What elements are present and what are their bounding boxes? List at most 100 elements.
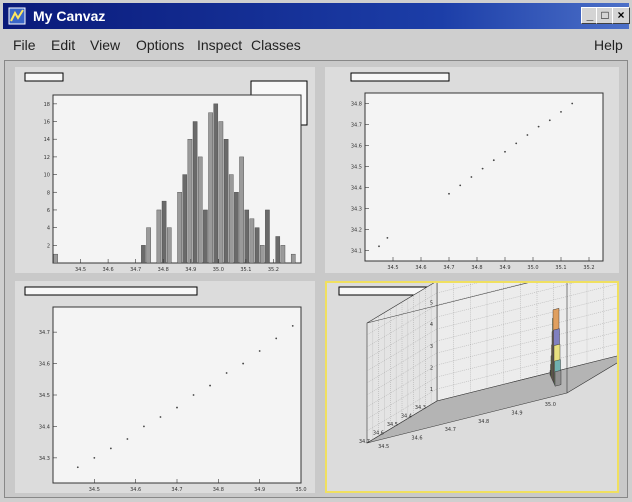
grid-line bbox=[436, 343, 617, 390]
histogram-bar bbox=[223, 139, 229, 264]
histogram-bar bbox=[197, 156, 203, 264]
x-tick-label: 35.2 bbox=[583, 265, 594, 271]
grid-line bbox=[436, 283, 526, 306]
pad-scatter-2[interactable]: 34.3 34.4 34.5 34.6 34.7 34.5 34.6 34.7 34.8 34.9… bbox=[15, 281, 315, 493]
menu-classes[interactable]: Classes bbox=[251, 37, 301, 53]
x-tick-label: 34.7 bbox=[445, 427, 456, 433]
y-tick-label: 10 bbox=[44, 173, 50, 179]
y-tick-label: 34.7 bbox=[351, 123, 362, 129]
title-bar[interactable]: My Canvaz _ □ × bbox=[3, 3, 630, 29]
canvas-area[interactable]: 2 4 6 8 10 12 14 16 18 34.5 34.6 34.7 34.8 34.9 35.0 35… bbox=[4, 60, 628, 498]
x-tick-label: 34.5 bbox=[378, 444, 389, 450]
x-tick-label: 34.6 bbox=[130, 487, 141, 493]
grid-line bbox=[366, 340, 438, 384]
pad-histogram[interactable]: 2 4 6 8 10 12 14 16 18 34.5 34.6 34.7 34.8 34.9 35.0 35… bbox=[15, 67, 315, 273]
app-icon bbox=[8, 7, 26, 25]
menu-options[interactable]: Options bbox=[136, 37, 185, 53]
chart-marks: 5432134.734.634.534.434.334.534.634.734.… bbox=[359, 283, 617, 450]
scatter-point bbox=[459, 184, 462, 187]
scatter-point bbox=[225, 372, 228, 374]
x-tick-label: 34.6 bbox=[103, 267, 114, 273]
pad-lego-3d[interactable]: 5 4 3 2 1 34.7 34.6 34.5 34.4 34.3 34.5 34.6 34.7 34.… bbox=[325, 281, 619, 493]
pad-scatter-1[interactable]: 34.1 34.2 34.3 34.4 34.5 34.6 34.7 34.8 34.5 34.6… bbox=[325, 67, 619, 273]
box-edge bbox=[366, 283, 529, 324]
depth-tick-label: 34.7 bbox=[359, 439, 370, 445]
y-tick-label: 34.3 bbox=[351, 207, 362, 213]
z-tick-label: 3 bbox=[430, 344, 433, 350]
window-title: My Canvaz bbox=[33, 8, 106, 24]
grid-line bbox=[436, 295, 617, 342]
y-tick-label: 34.4 bbox=[39, 424, 50, 430]
x-tick-label: 34.9 bbox=[511, 411, 522, 417]
scatter-point bbox=[548, 119, 551, 122]
histogram-bar bbox=[187, 139, 193, 264]
plot-frame bbox=[52, 94, 302, 264]
histogram-bar bbox=[239, 156, 244, 264]
grid-line bbox=[436, 307, 617, 354]
x-tick-label: 34.9 bbox=[254, 487, 265, 493]
y-tick-label: 12 bbox=[44, 155, 50, 161]
histogram-bar bbox=[213, 103, 219, 264]
grid-line bbox=[436, 319, 617, 366]
scatter-chart: 34.1 34.2 34.3 34.4 34.5 34.6 34.7 34.8 34.5 34.6… bbox=[350, 72, 604, 272]
chart-marks: 34.1 34.2 34.3 34.4 34.5 34.6 34.7 34.8 34.5 34.6… bbox=[351, 102, 595, 272]
z-tick-label: 1 bbox=[430, 387, 433, 393]
grid-line bbox=[366, 352, 438, 396]
y-tick-label: 34.8 bbox=[351, 102, 362, 108]
scatter-point bbox=[537, 125, 540, 128]
histogram-bar bbox=[182, 174, 188, 264]
histogram-bar bbox=[166, 227, 172, 264]
y-tick-label: 18 bbox=[44, 102, 50, 108]
scatter-point bbox=[159, 416, 162, 418]
x-tick-label: 34.8 bbox=[158, 267, 169, 273]
x-tick-label: 34.6 bbox=[411, 436, 422, 442]
menu-file[interactable]: File bbox=[13, 37, 36, 53]
histogram-chart: 2 4 6 8 10 12 14 16 18 34.5 34.6 34.7 34.8 34.9 35.0 35… bbox=[24, 72, 308, 273]
pad-title-box bbox=[350, 72, 450, 82]
scatter-chart: 34.3 34.4 34.5 34.6 34.7 34.5 34.6 34.7 34.8 34.9… bbox=[24, 286, 307, 493]
histogram-bar bbox=[249, 218, 255, 264]
scatter-point bbox=[481, 167, 484, 170]
y-tick-label: 8 bbox=[47, 190, 50, 196]
x-tick-label: 34.6 bbox=[415, 265, 426, 271]
histogram-bar bbox=[254, 227, 260, 264]
scatter-point bbox=[560, 111, 562, 113]
chart-marks: 34.3 34.4 34.5 34.6 34.7 34.5 34.6 34.7 34.8 34.9… bbox=[39, 324, 307, 493]
menu-bar: File Edit View Options Inspect Classes H… bbox=[3, 32, 629, 58]
grid-line bbox=[366, 364, 438, 408]
x-tick-label: 34.7 bbox=[171, 487, 182, 493]
histogram-bar bbox=[161, 200, 167, 264]
menu-help[interactable]: Help bbox=[594, 37, 623, 53]
grid-line bbox=[366, 388, 438, 432]
lego-bar bbox=[554, 370, 562, 387]
scatter-point bbox=[386, 237, 389, 239]
x-tick-label: 35.1 bbox=[555, 265, 566, 271]
histogram-bar bbox=[259, 245, 265, 264]
histogram-bar bbox=[244, 209, 250, 264]
y-tick-label: 16 bbox=[44, 120, 50, 126]
x-tick-label: 34.5 bbox=[387, 265, 398, 271]
chart-marks: 2 4 6 8 10 12 14 16 18 34.5 34.6 34.7 34.8 34.9 35.0 35… bbox=[44, 102, 296, 273]
close-button[interactable]: × bbox=[612, 7, 630, 24]
histogram-bar bbox=[156, 209, 162, 264]
y-tick-label: 34.5 bbox=[351, 165, 362, 171]
x-tick-label: 34.8 bbox=[471, 265, 482, 271]
scatter-point bbox=[76, 466, 79, 469]
y-tick-label: 34.6 bbox=[39, 362, 50, 368]
depth-tick-label: 34.3 bbox=[415, 405, 426, 411]
grid-line bbox=[436, 283, 617, 330]
menu-view[interactable]: View bbox=[90, 37, 121, 53]
menu-inspect[interactable]: Inspect bbox=[197, 37, 243, 53]
y-tick-label: 14 bbox=[44, 137, 50, 143]
plot-frame bbox=[52, 306, 302, 484]
depth-tick-label: 34.6 bbox=[373, 430, 384, 436]
grid-line bbox=[436, 283, 574, 318]
grid-line bbox=[366, 304, 438, 348]
x-tick-label: 35.0 bbox=[295, 487, 306, 493]
grid-line bbox=[366, 376, 438, 420]
z-tick-label: 2 bbox=[430, 365, 433, 371]
menu-edit[interactable]: Edit bbox=[51, 37, 76, 53]
scatter-point bbox=[526, 134, 529, 136]
x-tick-label: 34.7 bbox=[130, 267, 141, 273]
